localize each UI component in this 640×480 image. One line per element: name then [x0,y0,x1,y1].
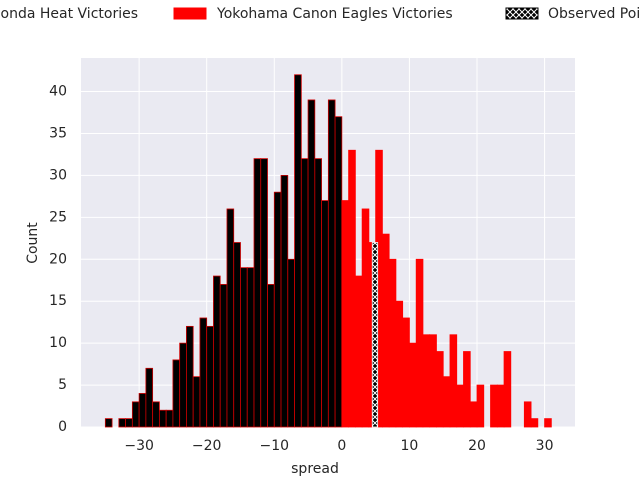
histogram-bar [388,258,397,428]
y-tick-label: 5 [58,377,67,393]
histogram-bar [138,393,147,428]
histogram-bar [104,418,113,428]
y-tick-label: 0 [58,419,67,435]
histogram-bar [327,99,336,428]
x-tick-label: 30 [536,438,554,454]
histogram-bar [395,300,404,428]
y-tick-label: 20 [49,251,67,267]
histogram-bar [226,208,235,428]
histogram-bar [503,351,512,428]
histogram-bar [496,384,505,428]
histogram-bar [273,191,282,428]
histogram-bar [186,325,194,428]
histogram-bar [456,384,464,428]
histogram-bar [253,158,262,428]
legend-label: Observed Point [548,6,640,22]
x-tick-label: 20 [468,438,486,454]
histogram-bar [436,351,444,428]
x-axis-label: spread [291,461,339,477]
histogram-bar [449,334,458,428]
histogram-bar [131,401,140,428]
histogram-bar [371,242,379,428]
histogram-bar [490,384,498,428]
histogram-bar [118,418,127,428]
histogram-bar [530,418,539,428]
histogram-bar [158,409,167,428]
histogram-bar [463,351,471,428]
x-tick-label: −30 [124,438,154,454]
histogram-bar [415,258,424,428]
histogram-bar [260,158,268,428]
histogram-bar [402,317,410,428]
x-tick-label: 0 [337,438,346,454]
histogram-bar [469,401,478,428]
histogram-bar [172,359,181,428]
histogram-bar [219,284,228,428]
legend-label: Yokohama Canon Eagles Victories [216,6,453,22]
legend-swatch [505,7,539,20]
histogram-bar [429,334,437,428]
histogram-bar [544,418,552,428]
y-tick-label: 25 [49,209,67,225]
histogram-bar [192,376,201,428]
histogram-bar [341,200,350,428]
y-tick-label: 35 [49,125,67,141]
legend-swatch [173,7,207,20]
histogram-bar [307,99,316,428]
legend-label: Honda Heat Victories [0,6,138,22]
histogram-bar [354,275,363,428]
histogram-bar [267,284,275,428]
histogram-bar [314,158,322,428]
histogram-bar [442,376,451,428]
x-tick-label: 10 [401,438,419,454]
histogram-bar [361,208,370,428]
histogram-bar [165,409,174,428]
y-tick-label: 15 [49,293,67,309]
histogram-bar [125,418,133,428]
histogram-bar [145,367,154,428]
histogram-bar [152,401,160,428]
histogram-bar [300,158,309,428]
histogram-bar [233,242,241,428]
histogram-bar [321,200,329,428]
histogram-bar [199,317,208,428]
histogram-bar [280,175,289,428]
histogram-bar [246,267,255,428]
x-tick-label: −20 [192,438,222,454]
histogram-bar [334,116,343,428]
y-tick-label: 30 [49,167,67,183]
y-tick-label: 10 [49,335,67,351]
histogram-bar [348,149,356,428]
histogram-bar [476,384,485,428]
x-tick-label: −10 [260,438,290,454]
y-axis-label: Count [25,222,41,264]
histogram-bar [206,325,214,428]
histogram-bar [422,334,431,428]
histogram-bar [179,342,187,428]
histogram-bar [294,74,302,428]
histogram-bar [287,258,295,428]
histogram-bar [213,275,221,428]
histogram-bar [382,233,390,428]
y-tick-label: 40 [49,84,67,100]
histogram-bar [523,401,532,428]
histogram-bar [409,342,417,428]
histogram-bar [240,267,248,428]
